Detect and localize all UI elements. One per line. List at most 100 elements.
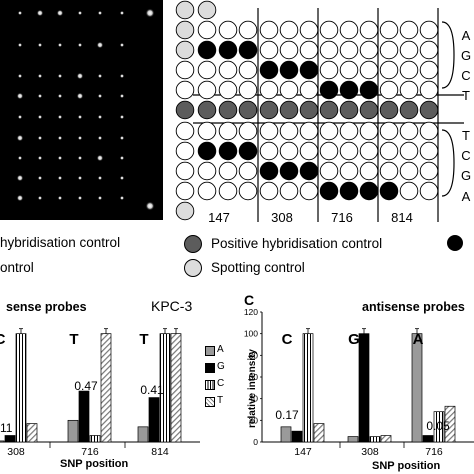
grid-spot — [197, 141, 217, 161]
category-label: 308 — [7, 446, 25, 458]
legend-swatch-t — [205, 397, 215, 407]
grid-spot — [175, 121, 195, 141]
grid-spot — [339, 121, 359, 141]
called-base-label: T — [139, 331, 148, 348]
scan-spot — [119, 135, 125, 141]
bar-c — [15, 333, 27, 443]
scan-spot — [77, 42, 83, 48]
grid-spot — [279, 181, 299, 201]
grid-spot — [238, 60, 258, 80]
scan-spot — [119, 42, 125, 48]
scan-spot — [57, 114, 63, 120]
panel-b-xlabel: SNP position — [60, 458, 129, 470]
bar-g — [78, 390, 90, 443]
legend-label-a: A — [217, 344, 224, 355]
panel-c-letter: C — [244, 292, 255, 308]
scan-spot — [37, 73, 43, 79]
scan-spot — [17, 73, 23, 79]
scan-spot — [96, 41, 104, 49]
category-label: 147 — [294, 446, 312, 458]
bar-a — [411, 333, 423, 443]
scan-spot — [97, 114, 103, 120]
grid-spot — [218, 20, 238, 40]
grid-spot — [197, 60, 217, 80]
grid-spot — [175, 181, 195, 201]
bar-g — [291, 430, 303, 443]
scan-spot — [57, 195, 63, 201]
grid-spot — [218, 141, 238, 161]
y-tick-label: 60 — [249, 372, 259, 382]
grid-spot — [399, 121, 419, 141]
called-base-label: A — [413, 331, 424, 348]
scan-spot — [57, 135, 63, 141]
grid-spot — [319, 141, 339, 161]
grid-spot — [218, 121, 238, 141]
scan-spot — [57, 155, 63, 161]
scan-spot — [16, 92, 24, 100]
y-tick-label: 0 — [253, 437, 258, 447]
scan-spot — [119, 10, 125, 16]
grid-spot — [259, 80, 279, 100]
letter-top-c: C — [461, 68, 470, 83]
scan-spot — [37, 135, 43, 141]
grid-spot — [379, 121, 399, 141]
scan-spot — [16, 174, 24, 182]
bar-c — [89, 435, 101, 443]
grid-spot — [279, 80, 299, 100]
scan-corner-spot — [145, 8, 155, 18]
grid-spot — [279, 40, 299, 60]
clipped-ratio-label: 11 — [0, 421, 13, 435]
grid-spot — [238, 40, 258, 60]
grid-spot — [359, 20, 379, 40]
grid-spot — [259, 141, 279, 161]
grid-spot — [175, 80, 195, 100]
grid-spot — [197, 121, 217, 141]
legend-swatch-c — [205, 380, 215, 390]
scan-spot — [77, 155, 83, 161]
scan-spot — [119, 195, 125, 201]
scan-spot — [57, 42, 63, 48]
grid-spot — [259, 20, 279, 40]
scan-spot — [37, 175, 43, 181]
letter-bottom-g: G — [461, 168, 471, 183]
grid-spot — [197, 80, 217, 100]
scan-spot — [97, 93, 103, 99]
letter-top-a: A — [462, 28, 471, 43]
bar-a — [0, 440, 5, 443]
grid-spot — [379, 181, 399, 201]
grid-spot — [399, 60, 419, 80]
grid-spot — [259, 161, 279, 181]
grid-column-label-147: 147 — [208, 210, 230, 225]
grid-spot — [218, 80, 238, 100]
bar-g — [422, 435, 434, 443]
grid-spot — [399, 181, 419, 201]
grid-spot — [279, 141, 299, 161]
grid-spot — [279, 20, 299, 40]
scan-spot — [37, 155, 43, 161]
category-label: 814 — [151, 446, 169, 458]
panel-c-xlabel: SNP position — [372, 460, 441, 472]
grid-spot — [319, 20, 339, 40]
positive-hybridisation-control-swatch — [184, 235, 202, 253]
grid-spot — [279, 60, 299, 80]
bar-c — [369, 436, 381, 443]
legend-label-t: T — [217, 395, 224, 406]
grid-column-label-308: 308 — [271, 210, 293, 225]
bar-t — [444, 405, 456, 443]
grid-spot — [299, 80, 319, 100]
grid-spot — [319, 181, 339, 201]
scan-spot — [16, 194, 24, 202]
grid-spot — [399, 141, 419, 161]
panel-b-strain-label: KPC-3 — [151, 298, 193, 314]
legend-control-fragment: ontrol — [0, 260, 34, 275]
bar-g — [4, 435, 16, 443]
spot-layout-grid: A G C T T C G A — [175, 0, 471, 222]
grid-spot — [259, 121, 279, 141]
letter-bottom-c: C — [461, 148, 470, 163]
grid-spot — [218, 161, 238, 181]
bar-t — [26, 423, 38, 443]
grid-spot — [218, 60, 238, 80]
scan-spot — [36, 9, 44, 17]
grid-spot — [319, 121, 339, 141]
grid-spot — [419, 121, 439, 141]
